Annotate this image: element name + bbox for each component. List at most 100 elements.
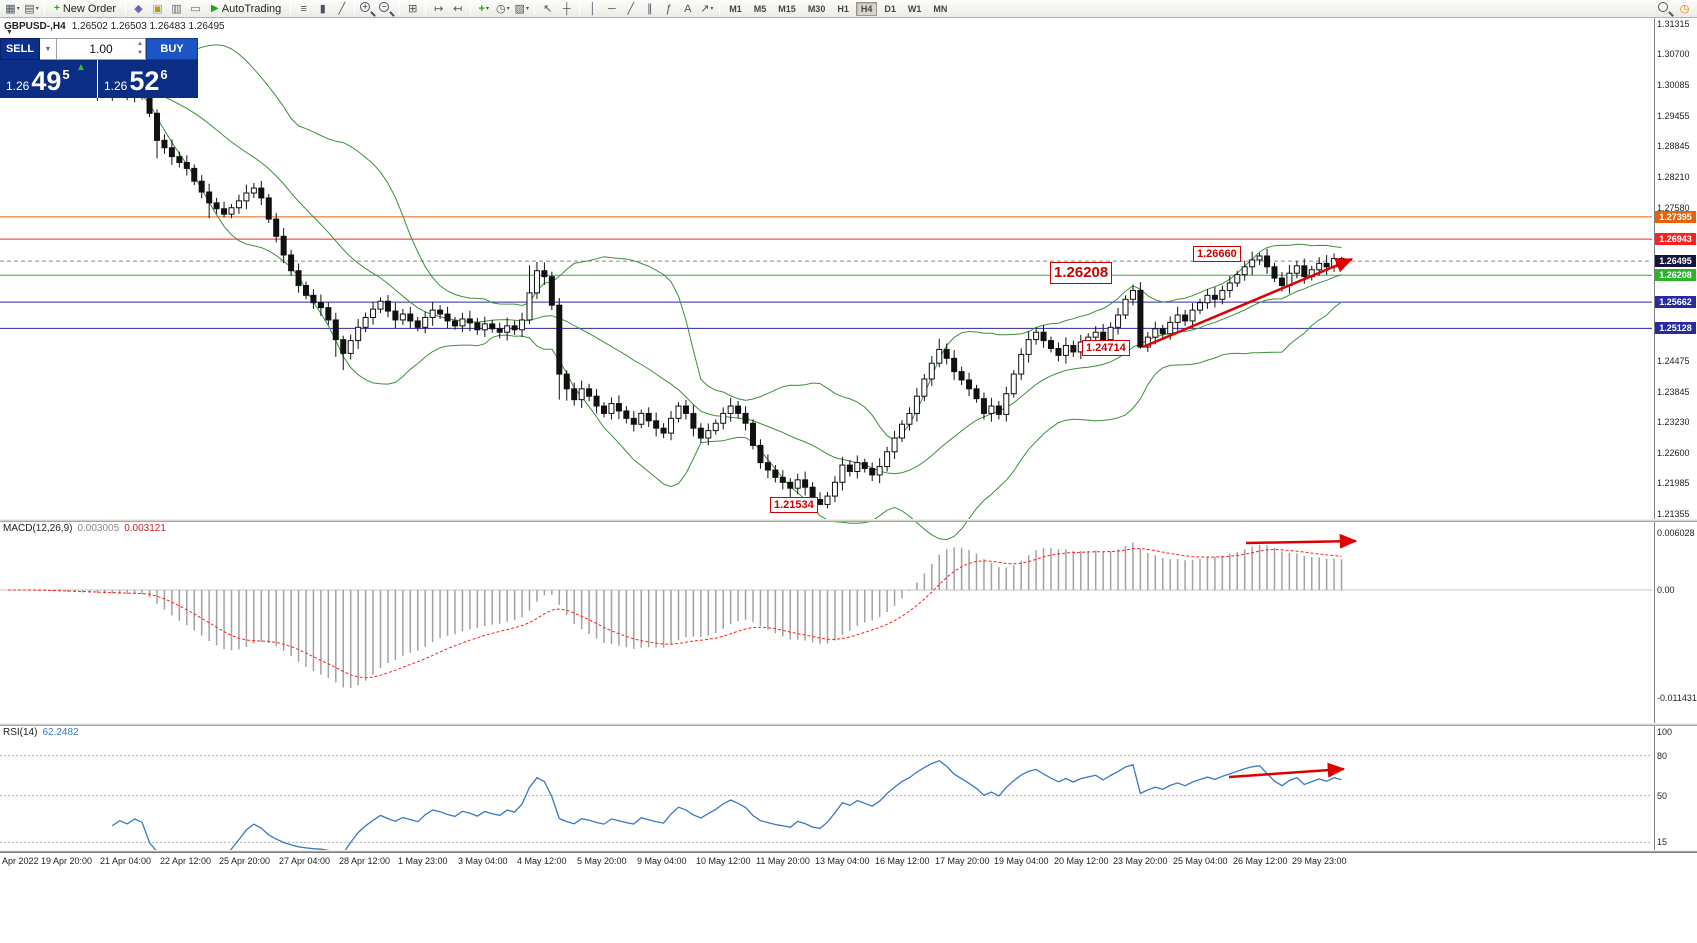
time-axis[interactable]: Apr 2022 19 Apr 20:00 21 Apr 04:00 22 Apr 1… <box>0 852 1697 943</box>
candlestick-chart-icon[interactable]: ▮ <box>319 3 326 15</box>
candle-body <box>1122 298 1129 316</box>
volume-input[interactable]: 1.00 ▲ ▼ <box>57 38 146 60</box>
buy-button[interactable]: BUY <box>146 38 198 60</box>
new-chart-icon[interactable]: ▦ ▾ <box>5 3 20 15</box>
crosshair-icon[interactable]: ┼ <box>562 2 571 15</box>
pane-divider[interactable] <box>0 723 1697 726</box>
time-axis-label: 1 May 23:00 <box>398 856 448 866</box>
sell-price-big-digits: 49 <box>31 66 62 96</box>
candle-body <box>958 371 965 381</box>
candle-body <box>675 405 682 419</box>
new-order-button[interactable]: + New Order <box>49 1 121 16</box>
timeframe-button-m5[interactable]: M5 <box>753 3 767 14</box>
pane-divider[interactable] <box>0 850 1697 852</box>
candle-body <box>682 405 689 414</box>
fibonacci-icon[interactable]: ƒ <box>665 2 672 15</box>
pane-divider[interactable] <box>0 519 1697 522</box>
candle-body <box>839 464 846 483</box>
timeframe-button-mn[interactable]: MN <box>933 3 948 14</box>
candle-body <box>250 187 257 194</box>
print-icon[interactable]: ▭ <box>190 3 201 15</box>
price-annotation[interactable]: 1.26660 <box>1193 246 1241 263</box>
bar-chart-icon[interactable]: ≡ <box>300 2 307 15</box>
metaeditor-icon[interactable]: ▣ <box>152 3 163 15</box>
time-axis-label: 22 Apr 12:00 <box>160 856 212 866</box>
candle-body <box>951 357 958 373</box>
macd-axis-label: 0.00 <box>1657 585 1675 595</box>
templates-icon[interactable]: ▨ ▾ <box>514 3 529 15</box>
candle-body <box>1159 328 1166 335</box>
sell-button[interactable]: SELL <box>0 38 40 60</box>
volume-stepper[interactable]: ▲ ▼ <box>137 40 143 58</box>
expert-advisors-icon[interactable]: ◆ <box>134 3 143 15</box>
volume-step-down-icon[interactable]: ▼ <box>137 50 143 56</box>
timeframe-button-h4[interactable]: H4 <box>855 1 878 16</box>
macd-main-value: 0.003005 <box>77 523 120 534</box>
autotrading-button[interactable]: ▶ AutoTrading <box>206 1 286 16</box>
candle-body <box>206 191 213 204</box>
indicators-icon[interactable]: + ▾ <box>478 2 489 15</box>
toolbar-separator <box>425 2 427 15</box>
timeframe-button-m1[interactable]: M1 <box>729 3 742 14</box>
tile-windows-icon[interactable]: ⊞ <box>408 3 418 15</box>
price-annotation[interactable]: 1.26208 <box>1050 262 1113 284</box>
candle-body <box>362 316 369 328</box>
zoom-out-icon[interactable]: − <box>378 1 396 17</box>
price-axis-tick: 1.24475 <box>1657 355 1690 366</box>
volume-step-up-icon[interactable]: ▲ <box>137 41 143 47</box>
timeframe-button-d1[interactable]: D1 <box>884 3 896 14</box>
alarm-clock-icon[interactable]: ◷ <box>1679 3 1690 15</box>
trend-arrow[interactable] <box>1228 762 1346 779</box>
trend-arrow[interactable] <box>1245 533 1358 549</box>
buy-price-panel[interactable]: 1.26 52 6 <box>98 60 198 98</box>
trendline-icon[interactable]: ╱ <box>627 3 635 15</box>
dropdown-caret-icon: ▾ <box>485 6 489 12</box>
timeframe-button-h1[interactable]: H1 <box>837 3 849 14</box>
vertical-line-icon[interactable]: │ <box>589 2 597 15</box>
text-icon[interactable]: A <box>684 2 692 15</box>
candle-body <box>377 300 384 310</box>
timeframe-button-w1[interactable]: W1 <box>907 3 922 14</box>
trend-arrow[interactable] <box>1142 257 1354 349</box>
cursor-icon[interactable]: ↖ <box>543 3 553 15</box>
dropdown-caret-icon: ▾ <box>710 6 714 12</box>
toolbar-separator <box>125 2 127 15</box>
price-annotation[interactable]: 1.24714 <box>1082 340 1130 357</box>
one-click-panel-toggle[interactable]: ▼ <box>6 29 13 36</box>
trade-controls-row: SELL ▼ 1.00 ▲ ▼ BUY <box>0 38 198 60</box>
candle-body <box>1264 255 1271 268</box>
price-level-badge: 1.26943 <box>1655 233 1696 246</box>
candle-body <box>221 208 228 215</box>
candle-body <box>772 469 779 478</box>
horizontal-line-icon[interactable]: ─ <box>607 2 616 15</box>
candle-body <box>571 388 578 401</box>
candle-body <box>370 308 377 318</box>
candle-body <box>1115 314 1122 328</box>
equidistant-channel-icon[interactable]: ∥ <box>647 3 653 15</box>
candle-body <box>1234 274 1241 284</box>
price-annotation[interactable]: 1.21534 <box>770 497 818 514</box>
zoom-in-icon[interactable]: + <box>359 1 377 17</box>
price-axis[interactable] <box>1654 18 1697 852</box>
chart-shift-icon[interactable]: ↤ <box>453 3 463 15</box>
timeframe-button-m30[interactable]: M30 <box>807 3 826 14</box>
main-toolbar: ▦ ▾ ▤ ▾ + New Order ◆ ▣ ▥ ▭ ▶ AutoTrading ≡ ▮ ╱ + − ⊞ ↦ ↤ + ▾… <box>0 0 1697 18</box>
line-chart-icon[interactable]: ╱ <box>338 3 346 15</box>
price-panels-row: 1.26 49 5 1.26 52 6 <box>0 60 198 98</box>
volume-dropdown[interactable]: ▼ <box>40 38 57 60</box>
candle-body <box>533 270 540 294</box>
auto-scroll-icon[interactable]: ↦ <box>434 3 444 15</box>
candle-body <box>548 276 555 306</box>
options-icon[interactable]: ▥ <box>171 3 182 15</box>
search-icon[interactable] <box>1657 1 1674 17</box>
candle-body <box>1211 294 1218 300</box>
periods-icon[interactable]: ◷ ▾ <box>495 3 510 15</box>
arrows-icon[interactable]: ↗ ▾ <box>700 3 714 15</box>
candle-body <box>764 462 771 471</box>
candle-body <box>1182 314 1189 322</box>
timeframe-button-m15[interactable]: M15 <box>778 3 796 14</box>
sell-price-panel[interactable]: 1.26 49 5 <box>0 60 97 98</box>
candle-body <box>660 427 667 434</box>
profiles-icon[interactable]: ▤ ▾ <box>24 3 39 15</box>
